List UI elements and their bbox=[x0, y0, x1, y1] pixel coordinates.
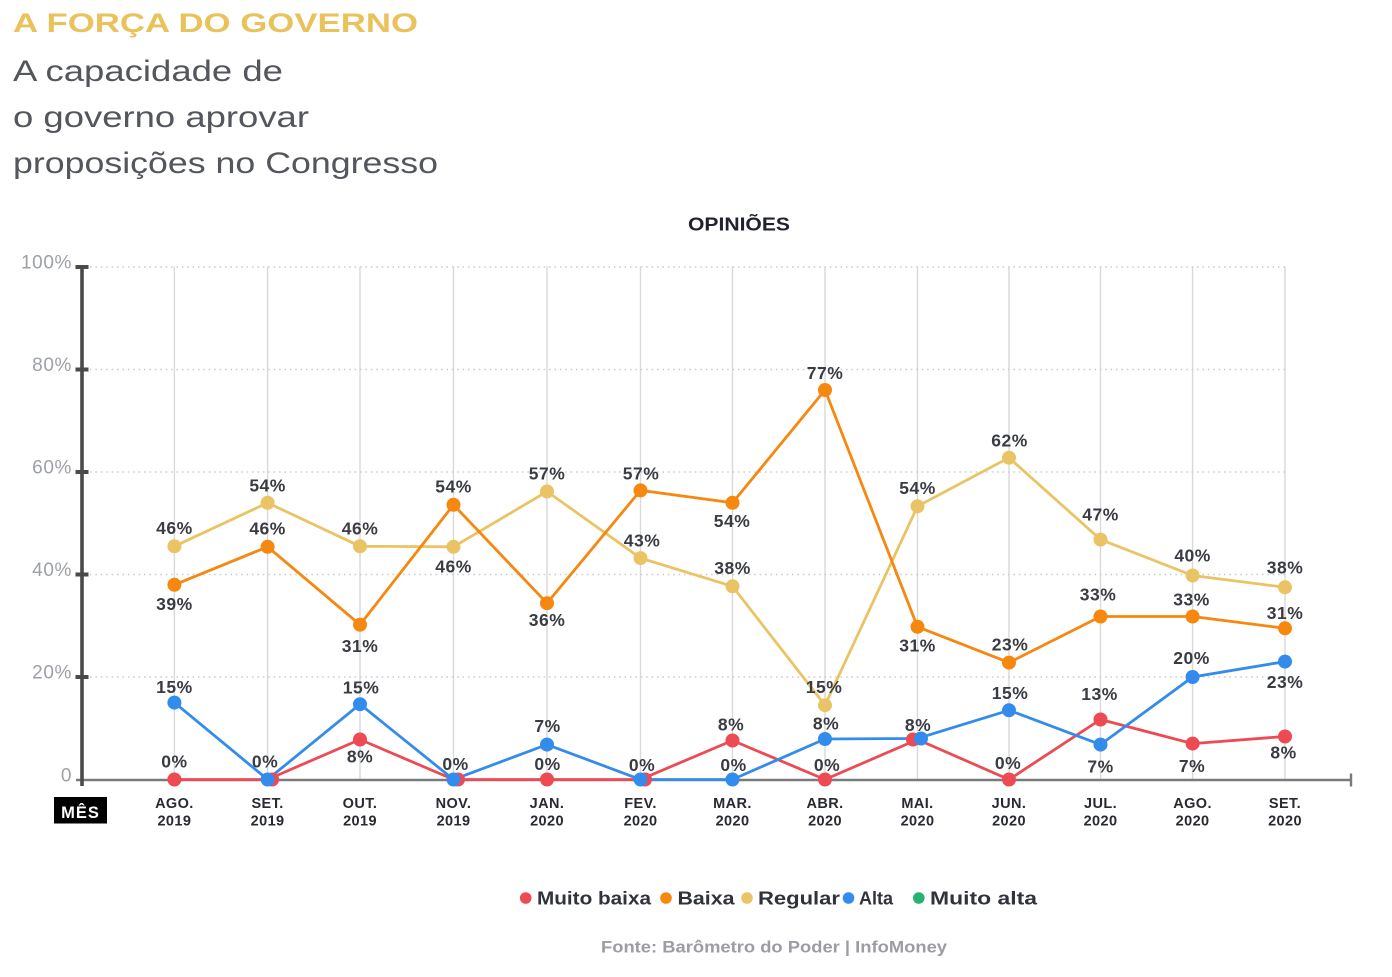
svg-text:2020: 2020 bbox=[901, 814, 935, 830]
svg-text:77%: 77% bbox=[807, 363, 844, 383]
svg-text:38%: 38% bbox=[714, 558, 751, 578]
svg-text:2019: 2019 bbox=[251, 814, 285, 830]
svg-text:0%: 0% bbox=[629, 755, 655, 775]
svg-text:0%: 0% bbox=[252, 751, 278, 771]
svg-text:40%: 40% bbox=[1174, 546, 1211, 566]
svg-text:Muito alta: Muito alta bbox=[930, 889, 1038, 909]
svg-text:54%: 54% bbox=[714, 511, 751, 531]
svg-text:36%: 36% bbox=[529, 610, 566, 630]
svg-text:A capacidade de: A capacidade de bbox=[13, 55, 283, 88]
svg-text:46%: 46% bbox=[249, 519, 286, 539]
svg-text:47%: 47% bbox=[1082, 505, 1119, 525]
svg-text:JAN.: JAN. bbox=[530, 796, 565, 812]
svg-text:JUL.: JUL. bbox=[1084, 796, 1117, 812]
svg-text:60%: 60% bbox=[32, 458, 72, 479]
svg-text:2020: 2020 bbox=[1176, 814, 1210, 830]
svg-text:13%: 13% bbox=[1081, 684, 1118, 704]
svg-text:31%: 31% bbox=[1267, 603, 1304, 623]
svg-text:2020: 2020 bbox=[992, 814, 1026, 830]
svg-text:15%: 15% bbox=[992, 683, 1029, 703]
svg-text:FEV.: FEV. bbox=[624, 796, 657, 812]
svg-text:46%: 46% bbox=[156, 518, 193, 538]
svg-text:2020: 2020 bbox=[808, 814, 842, 830]
svg-text:SET.: SET. bbox=[251, 796, 283, 812]
svg-text:MAI.: MAI. bbox=[901, 796, 933, 812]
svg-text:2020: 2020 bbox=[1084, 814, 1118, 830]
svg-text:7%: 7% bbox=[534, 716, 560, 736]
svg-text:8%: 8% bbox=[905, 715, 931, 735]
svg-text:15%: 15% bbox=[343, 678, 380, 698]
svg-text:AGO.: AGO. bbox=[1173, 796, 1212, 812]
svg-text:2019: 2019 bbox=[157, 814, 191, 830]
svg-text:proposições no Congresso: proposições no Congresso bbox=[13, 147, 438, 180]
svg-text:o governo aprovar: o governo aprovar bbox=[13, 101, 309, 134]
svg-text:OPINIÕES: OPINIÕES bbox=[688, 214, 790, 235]
svg-text:Muito baixa: Muito baixa bbox=[537, 889, 652, 909]
svg-text:2019: 2019 bbox=[343, 814, 377, 830]
svg-text:2020: 2020 bbox=[716, 814, 750, 830]
svg-text:A FORÇA DO GOVERNO: A FORÇA DO GOVERNO bbox=[13, 8, 418, 38]
svg-text:Baixa: Baixa bbox=[678, 889, 736, 909]
svg-text:0: 0 bbox=[61, 766, 72, 787]
svg-text:7%: 7% bbox=[1179, 756, 1205, 776]
svg-text:31%: 31% bbox=[899, 636, 936, 656]
svg-text:JUN.: JUN. bbox=[992, 796, 1027, 812]
svg-text:39%: 39% bbox=[156, 594, 193, 614]
svg-text:40%: 40% bbox=[32, 560, 72, 581]
svg-text:54%: 54% bbox=[899, 478, 936, 498]
svg-text:0%: 0% bbox=[814, 755, 840, 775]
svg-text:15%: 15% bbox=[156, 677, 193, 697]
svg-text:Alta: Alta bbox=[859, 889, 894, 909]
svg-text:33%: 33% bbox=[1080, 585, 1117, 605]
svg-text:Regular: Regular bbox=[758, 889, 840, 909]
svg-text:0%: 0% bbox=[442, 754, 468, 774]
svg-text:8%: 8% bbox=[347, 747, 373, 767]
svg-text:46%: 46% bbox=[342, 519, 379, 539]
svg-text:0%: 0% bbox=[995, 753, 1021, 773]
svg-text:0%: 0% bbox=[534, 754, 560, 774]
svg-text:33%: 33% bbox=[1173, 590, 1210, 610]
svg-text:57%: 57% bbox=[529, 464, 566, 484]
svg-text:54%: 54% bbox=[435, 477, 472, 497]
svg-text:20%: 20% bbox=[32, 663, 72, 684]
svg-text:62%: 62% bbox=[991, 431, 1028, 451]
svg-text:SET.: SET. bbox=[1269, 796, 1301, 812]
svg-text:2019: 2019 bbox=[437, 814, 471, 830]
svg-text:2020: 2020 bbox=[624, 814, 658, 830]
svg-text:0%: 0% bbox=[161, 751, 187, 771]
svg-text:80%: 80% bbox=[32, 355, 72, 376]
svg-text:57%: 57% bbox=[623, 464, 660, 484]
svg-text:46%: 46% bbox=[435, 557, 472, 577]
svg-text:2020: 2020 bbox=[1268, 814, 1302, 830]
svg-text:23%: 23% bbox=[1267, 672, 1304, 692]
svg-text:AGO.: AGO. bbox=[155, 796, 194, 812]
svg-text:20%: 20% bbox=[1173, 648, 1210, 668]
svg-text:8%: 8% bbox=[813, 713, 839, 733]
svg-text:2020: 2020 bbox=[530, 814, 564, 830]
svg-text:MAR.: MAR. bbox=[713, 796, 752, 812]
svg-text:MÊS: MÊS bbox=[61, 803, 100, 822]
svg-text:23%: 23% bbox=[992, 635, 1029, 655]
svg-text:43%: 43% bbox=[624, 531, 661, 551]
svg-text:OUT.: OUT. bbox=[343, 796, 378, 812]
svg-text:0%: 0% bbox=[720, 755, 746, 775]
svg-text:8%: 8% bbox=[718, 715, 744, 735]
svg-text:31%: 31% bbox=[342, 636, 379, 656]
svg-text:7%: 7% bbox=[1087, 757, 1113, 777]
svg-text:ABR.: ABR. bbox=[806, 796, 843, 812]
svg-text:54%: 54% bbox=[249, 476, 286, 496]
svg-text:15%: 15% bbox=[806, 677, 843, 697]
svg-text:100%: 100% bbox=[21, 253, 72, 274]
svg-text:8%: 8% bbox=[1270, 743, 1296, 763]
svg-text:38%: 38% bbox=[1267, 558, 1304, 578]
svg-text:Fonte: Barômetro do Poder | In: Fonte: Barômetro do Poder | InfoMoney bbox=[601, 938, 948, 957]
svg-text:NOV.: NOV. bbox=[436, 796, 472, 812]
